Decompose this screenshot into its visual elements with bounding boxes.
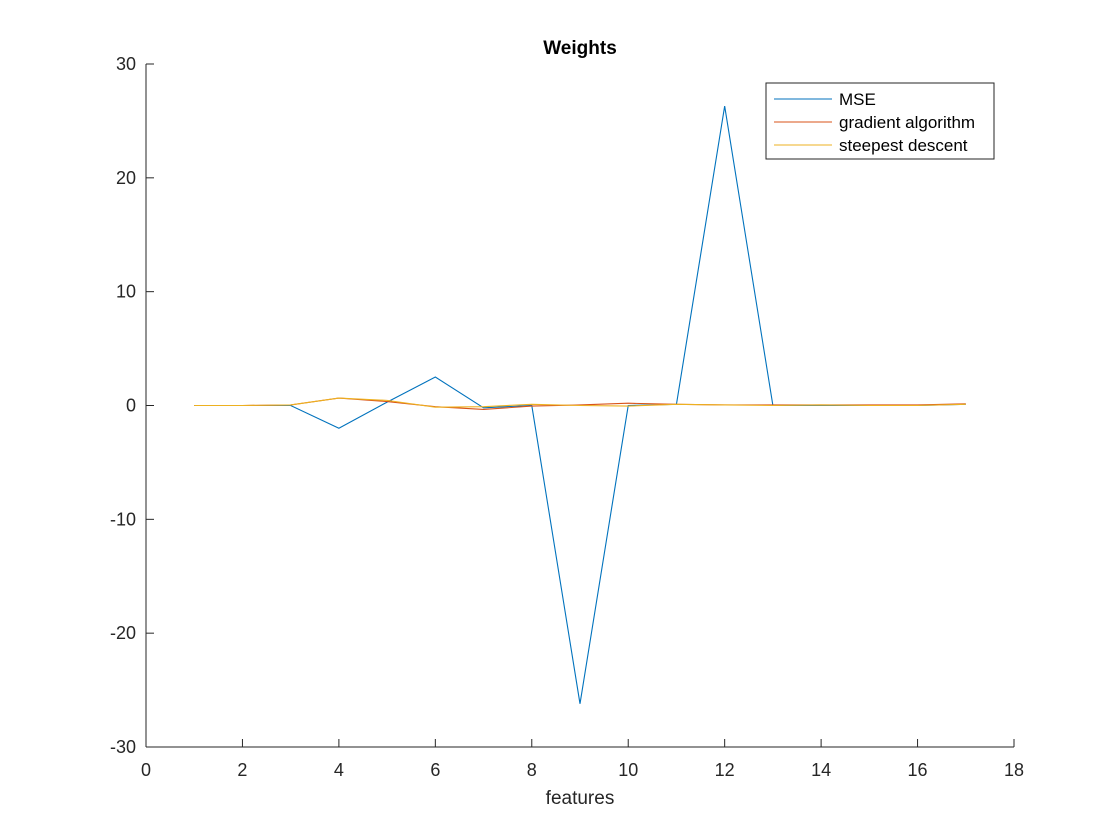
y-tick-label: 10 bbox=[116, 282, 136, 302]
legend-label: MSE bbox=[839, 90, 876, 109]
chart-title: Weights bbox=[543, 38, 617, 59]
x-tick-label: 18 bbox=[1004, 760, 1024, 780]
y-tick-label: -30 bbox=[110, 737, 136, 757]
y-tick-label: 0 bbox=[126, 396, 136, 416]
x-tick-label: 14 bbox=[811, 760, 831, 780]
x-tick-label: 4 bbox=[334, 760, 344, 780]
legend: MSE gradient algorithm steepest descent bbox=[765, 82, 995, 160]
x-tick-label: 16 bbox=[908, 760, 928, 780]
x-axis-label: features bbox=[546, 788, 615, 809]
x-tick-label: 10 bbox=[618, 760, 638, 780]
x-tick-label: 0 bbox=[141, 760, 151, 780]
x-tick-label: 6 bbox=[430, 760, 440, 780]
y-tick-label: 20 bbox=[116, 168, 136, 188]
y-tick-label: -10 bbox=[110, 509, 136, 529]
x-tick-label: 2 bbox=[237, 760, 247, 780]
legend-label: gradient algorithm bbox=[839, 113, 975, 132]
y-tick-label: -20 bbox=[110, 623, 136, 643]
x-tick-label: 12 bbox=[715, 760, 735, 780]
y-tick-label: 30 bbox=[116, 54, 136, 74]
legend-box bbox=[765, 82, 995, 160]
legend-label: steepest descent bbox=[839, 136, 968, 155]
x-tick-label: 8 bbox=[527, 760, 537, 780]
series-line-steepest-descent bbox=[194, 397, 966, 408]
plot-area: 0 2 4 6 8 10 12 14 16 18 -30 -20 -10 0 10 20 30 bbox=[110, 54, 1024, 780]
